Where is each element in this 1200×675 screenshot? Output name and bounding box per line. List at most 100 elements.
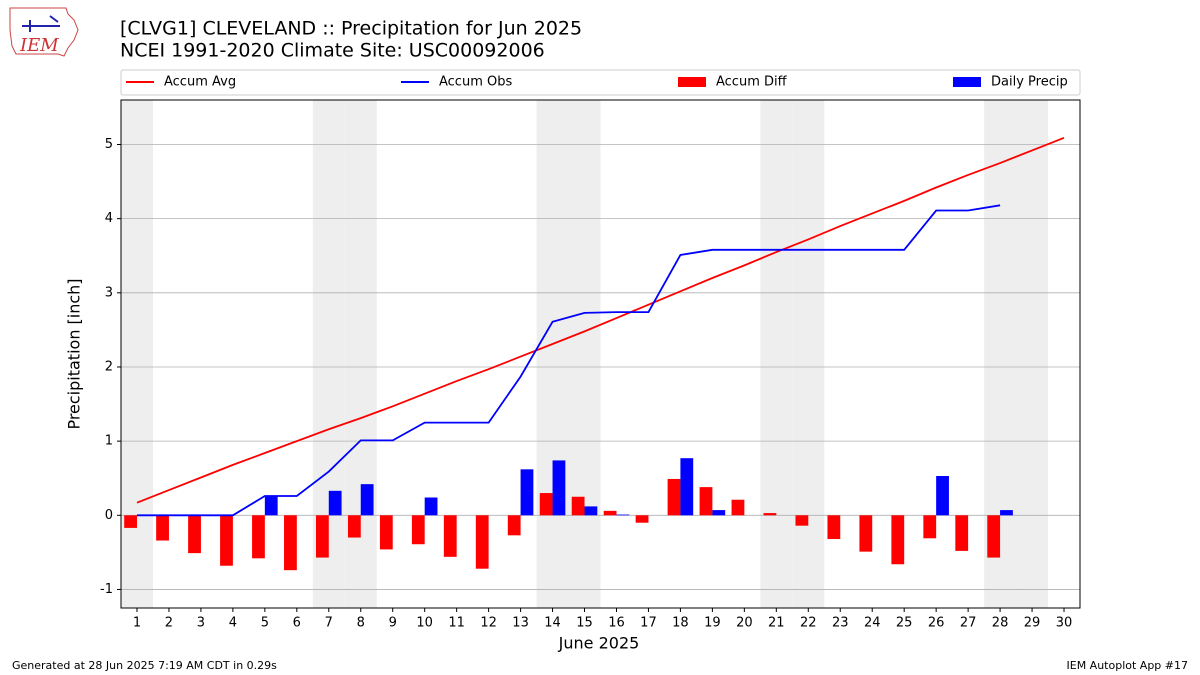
x-tick-label: 23 [832, 616, 849, 631]
legend-label: Accum Diff [716, 75, 788, 90]
bar [616, 514, 630, 516]
x-tick-label: 5 [261, 616, 269, 631]
bar [827, 515, 841, 540]
x-tick-label: 13 [512, 616, 529, 631]
legend-swatch [953, 77, 981, 87]
bar [795, 515, 809, 526]
x-tick-label: 9 [389, 616, 397, 631]
bar [699, 487, 713, 516]
x-tick-label: 18 [672, 616, 689, 631]
bar [424, 497, 438, 516]
bar [156, 515, 169, 541]
x-tick-label: 24 [864, 616, 881, 631]
bar [124, 515, 137, 528]
bar [712, 510, 726, 516]
x-tick-label: 2 [165, 616, 173, 631]
bar [955, 515, 969, 551]
line [136, 204, 1001, 517]
x-tick-label: 15 [576, 616, 593, 631]
x-tick-label: 14 [544, 616, 561, 631]
x-tick-label: 22 [800, 616, 817, 631]
y-tick-label: 5 [105, 137, 113, 152]
x-tick-label: 3 [197, 616, 205, 631]
chart-title: [CLVG1] CLEVELAND :: Precipitation for J… [120, 18, 582, 40]
bar [552, 460, 566, 516]
bar [603, 510, 617, 516]
y-tick-label: 3 [105, 285, 113, 300]
footer-left: Generated at 28 Jun 2025 7:19 AM CDT in … [12, 659, 277, 672]
weekend-band [760, 100, 793, 608]
bar [635, 515, 649, 523]
legend-label: Accum Obs [439, 75, 512, 90]
bar [252, 515, 265, 559]
bar [347, 515, 361, 538]
bar [475, 515, 489, 569]
x-tick-label: 8 [357, 616, 365, 631]
y-tick-label: 2 [105, 359, 113, 374]
x-tick-label: 12 [480, 616, 497, 631]
bar [859, 515, 873, 552]
legend-swatch [678, 77, 706, 87]
x-tick-label: 26 [928, 616, 945, 631]
bar [539, 493, 553, 516]
weekend-band [536, 100, 569, 608]
plot-frame [120, 99, 1081, 609]
bar [936, 475, 949, 516]
x-tick-label: 1 [133, 616, 141, 631]
bar [571, 496, 585, 516]
bar [328, 490, 342, 516]
y-axis-label: Precipitation [inch] [65, 278, 84, 429]
x-tick-label: 6 [293, 616, 301, 631]
bar [188, 515, 201, 554]
y-tick-label: 1 [105, 434, 113, 449]
legend-label: Accum Avg [164, 75, 236, 90]
bar [411, 515, 425, 545]
bar [284, 515, 297, 571]
bar [987, 515, 1001, 558]
weekend-band [1016, 100, 1049, 608]
x-tick-label: 25 [896, 616, 913, 631]
logo-text: IEM [19, 35, 59, 56]
x-tick-label: 4 [229, 616, 237, 631]
footer-right: IEM Autoplot App #17 [1067, 659, 1189, 672]
x-tick-label: 10 [416, 616, 433, 631]
bar [315, 515, 329, 558]
legend-box [120, 69, 1081, 96]
bar [264, 496, 278, 516]
y-tick-label: -1 [100, 582, 113, 597]
bar [379, 515, 393, 550]
x-axis-label: June 2025 [558, 634, 640, 653]
bar [923, 515, 937, 539]
x-tick-label: 7 [325, 616, 333, 631]
weekend-band [121, 100, 153, 608]
x-tick-label: 17 [640, 616, 657, 631]
x-tick-label: 19 [704, 616, 721, 631]
bar [680, 458, 694, 516]
x-tick-label: 20 [736, 616, 753, 631]
x-tick-label: 28 [992, 616, 1009, 631]
legend-label: Daily Precip [991, 75, 1068, 90]
bar [360, 484, 374, 516]
bar [220, 515, 233, 566]
bar [891, 515, 905, 565]
logo: IEM [9, 7, 79, 57]
x-tick-label: 16 [608, 616, 625, 631]
bar [507, 515, 521, 536]
bar [520, 469, 534, 516]
x-tick-label: 27 [960, 616, 977, 631]
line [136, 136, 1065, 504]
bar [667, 478, 681, 516]
chart-subtitle: NCEI 1991-2020 Climate Site: USC00092006 [120, 40, 545, 62]
bar [763, 513, 777, 516]
x-tick-label: 11 [448, 616, 465, 631]
bar [1000, 510, 1013, 516]
bar [584, 506, 598, 516]
bar [443, 515, 457, 557]
x-tick-label: 29 [1024, 616, 1041, 631]
x-tick-label: 30 [1056, 616, 1073, 631]
weekend-band [792, 100, 825, 608]
weekend-band [568, 100, 601, 608]
bar [731, 499, 745, 516]
y-tick-label: 0 [105, 508, 113, 523]
